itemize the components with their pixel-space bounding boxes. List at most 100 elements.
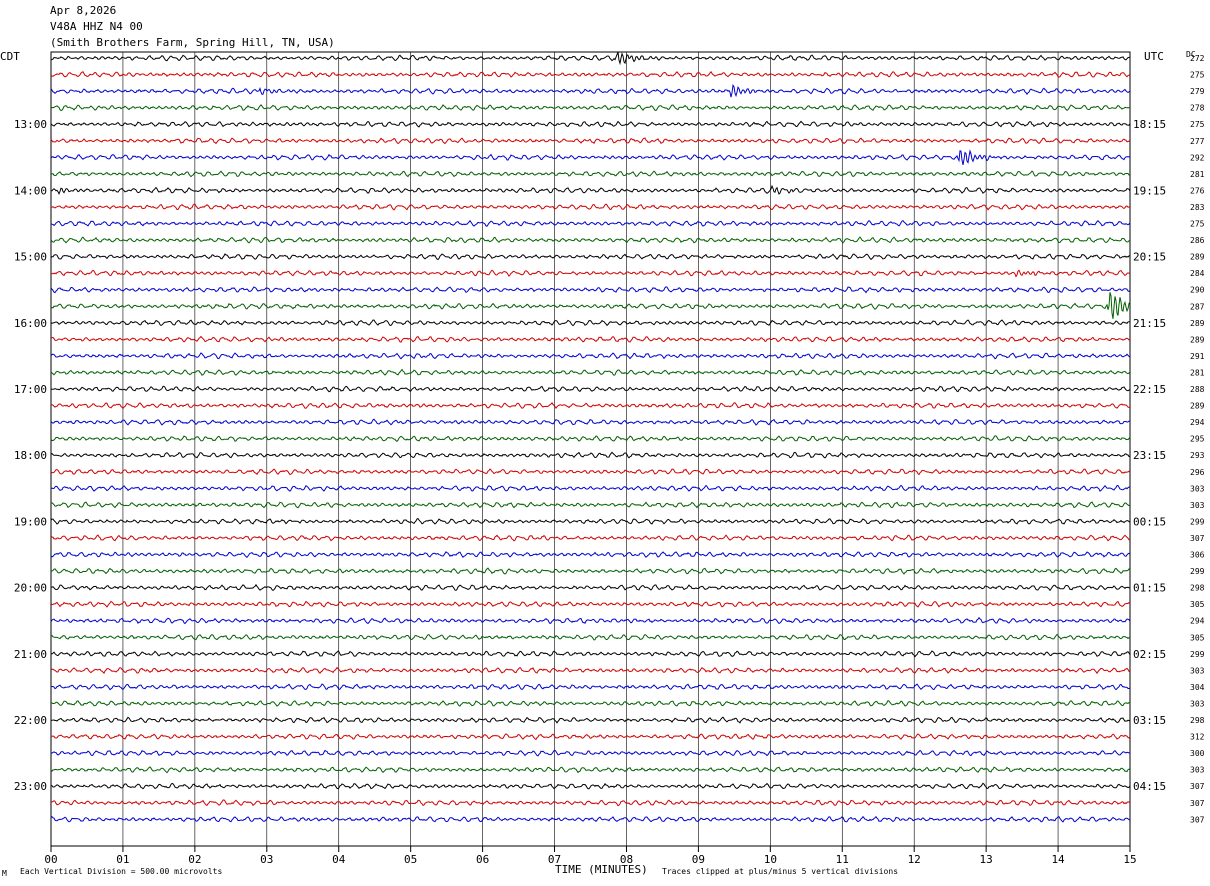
x-tick-label: 13 bbox=[980, 853, 993, 866]
trace-row bbox=[50, 616, 1131, 625]
x-tick-label: 05 bbox=[404, 853, 417, 866]
dc-offset-label: 278 bbox=[1190, 104, 1205, 113]
dc-offset-label: 287 bbox=[1190, 302, 1205, 311]
trace-row bbox=[50, 666, 1131, 675]
trace-row bbox=[50, 319, 1131, 327]
dc-offset-label: 276 bbox=[1190, 186, 1205, 195]
dc-offset-label: 279 bbox=[1190, 87, 1205, 96]
dc-offset-label: 272 bbox=[1190, 54, 1205, 63]
trace-row bbox=[50, 782, 1131, 790]
dc-offset-label: 307 bbox=[1190, 799, 1205, 808]
trace-row bbox=[50, 484, 1131, 492]
trace-row bbox=[50, 749, 1131, 757]
left-hour-label: 21:00 bbox=[14, 648, 47, 661]
trace-row bbox=[50, 650, 1131, 658]
dc-offset-label: 291 bbox=[1190, 352, 1205, 361]
trace-row bbox=[50, 70, 1131, 78]
trace-row bbox=[50, 253, 1131, 261]
trace-row bbox=[50, 517, 1131, 525]
trace-row bbox=[50, 799, 1131, 807]
trace-row bbox=[50, 335, 1131, 343]
dc-offset-label: 303 bbox=[1190, 501, 1205, 510]
dc-offset-label: 305 bbox=[1190, 633, 1205, 642]
dc-offset-label: 303 bbox=[1190, 699, 1205, 708]
dc-offset-label: 295 bbox=[1190, 435, 1205, 444]
trace-row bbox=[50, 51, 1131, 66]
right-hour-label: 21:15 bbox=[1133, 317, 1166, 330]
x-tick-label: 03 bbox=[260, 853, 273, 866]
left-hour-label: 23:00 bbox=[14, 780, 47, 793]
right-hour-label: 03:15 bbox=[1133, 714, 1166, 727]
dc-offset-label: 300 bbox=[1190, 749, 1205, 758]
dc-offset-label: 286 bbox=[1190, 236, 1205, 245]
dc-offset-label: 288 bbox=[1190, 385, 1205, 394]
trace-row bbox=[50, 219, 1131, 227]
right-hour-label: 00:15 bbox=[1133, 515, 1166, 528]
dc-offset-label: 303 bbox=[1190, 484, 1205, 493]
trace-row bbox=[50, 149, 1131, 165]
right-hour-label: 20:15 bbox=[1133, 251, 1166, 264]
trace-row bbox=[50, 292, 1131, 319]
dc-offset-label: 303 bbox=[1190, 666, 1205, 675]
dc-offset-label: 303 bbox=[1190, 766, 1205, 775]
trace-row bbox=[50, 583, 1131, 592]
dc-offset-label: 294 bbox=[1190, 617, 1205, 626]
left-hour-label: 15:00 bbox=[14, 251, 47, 264]
right-hour-label: 23:15 bbox=[1133, 449, 1166, 462]
right-hour-label: 02:15 bbox=[1133, 648, 1166, 661]
right-hour-label: 19:15 bbox=[1133, 184, 1166, 197]
trace-row bbox=[50, 600, 1131, 608]
x-tick-label: 09 bbox=[692, 853, 705, 866]
dc-offset-label: 307 bbox=[1190, 534, 1205, 543]
dc-offset-label: 304 bbox=[1190, 683, 1205, 692]
dc-header: DC bbox=[1186, 50, 1196, 59]
trace-row bbox=[50, 418, 1130, 426]
dc-offset-label: 289 bbox=[1190, 319, 1205, 328]
dc-offset-label: 299 bbox=[1190, 517, 1205, 526]
dc-offset-label: 284 bbox=[1190, 269, 1205, 278]
trace-row bbox=[50, 716, 1131, 724]
dc-offset-label: 306 bbox=[1190, 551, 1205, 560]
x-tick-label: 07 bbox=[548, 853, 561, 866]
trace-row bbox=[51, 733, 1131, 741]
trace-row bbox=[50, 451, 1131, 459]
trace-row bbox=[51, 683, 1131, 691]
trace-row bbox=[50, 137, 1131, 145]
header-location: (Smith Brothers Farm, Spring Hill, TN, U… bbox=[50, 36, 335, 49]
left-zone-label: CDT bbox=[0, 50, 20, 63]
trace-row bbox=[50, 633, 1131, 641]
trace-row bbox=[50, 236, 1131, 244]
trace-row bbox=[51, 184, 1131, 196]
trace-row bbox=[50, 83, 1131, 98]
dc-offset-label: 293 bbox=[1190, 451, 1205, 460]
dc-offset-label: 307 bbox=[1190, 782, 1205, 791]
header-station: V48A HHZ N4 00 bbox=[50, 20, 143, 33]
dc-offset-label: 275 bbox=[1190, 120, 1205, 129]
x-tick-label: 11 bbox=[836, 853, 849, 866]
dc-offset-label: 289 bbox=[1190, 402, 1205, 411]
x-tick-label: 08 bbox=[620, 853, 633, 866]
trace-row bbox=[50, 104, 1130, 112]
trace-row bbox=[50, 699, 1131, 707]
dc-offset-label: 290 bbox=[1190, 286, 1205, 295]
header-date: Apr 8,2026 bbox=[50, 4, 117, 17]
trace-row bbox=[50, 815, 1131, 823]
left-hour-label: 19:00 bbox=[14, 515, 47, 528]
right-hour-label: 01:15 bbox=[1133, 582, 1166, 595]
x-tick-label: 14 bbox=[1051, 853, 1065, 866]
trace-row bbox=[50, 534, 1130, 542]
trace-row bbox=[50, 368, 1131, 376]
dc-offset-label: 277 bbox=[1190, 137, 1205, 146]
dc-offset-label: 289 bbox=[1190, 253, 1205, 262]
trace-row bbox=[50, 352, 1131, 360]
dc-offset-label: 275 bbox=[1190, 220, 1205, 229]
x-tick-label: 01 bbox=[116, 853, 129, 866]
dc-offset-label: 296 bbox=[1190, 468, 1205, 477]
x-axis-title: TIME (MINUTES) bbox=[555, 863, 648, 876]
left-hour-label: 14:00 bbox=[14, 184, 47, 197]
trace-row bbox=[50, 120, 1131, 128]
dc-offset-label: 307 bbox=[1190, 815, 1205, 824]
clip-note: Traces clipped at plus/minus 5 vertical … bbox=[662, 867, 899, 876]
trace-row bbox=[50, 435, 1131, 442]
